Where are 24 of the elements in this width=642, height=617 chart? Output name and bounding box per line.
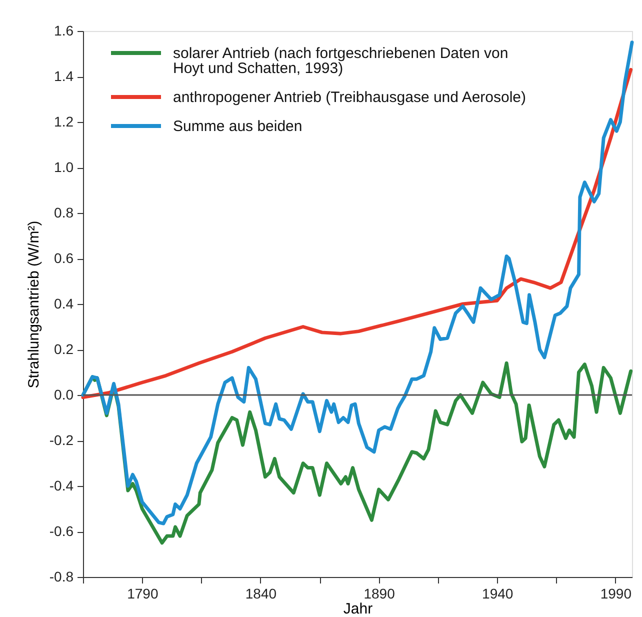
y-tick-label: -0.8 — [49, 568, 74, 584]
y-axis-title: Strahlungsantrieb (W/m²) — [25, 220, 42, 388]
y-tick-label: 0.6 — [54, 250, 74, 266]
x-tick-label: 1840 — [245, 586, 277, 602]
y-tick-label: 0.2 — [54, 341, 74, 357]
y-tick-label: 0.4 — [54, 296, 74, 312]
x-tick-label: 1990 — [600, 586, 632, 602]
x-axis-title: Jahr — [343, 600, 373, 617]
y-tick-label: 0.8 — [54, 204, 74, 220]
y-tick-label: 1.2 — [54, 114, 74, 130]
y-tick-label: 1.4 — [54, 68, 74, 84]
y-tick-label: 0.0 — [54, 386, 74, 402]
x-tick-label: 1790 — [127, 586, 158, 602]
y-tick-label: -0.4 — [49, 478, 74, 494]
x-tick-label: 1890 — [364, 586, 396, 602]
legend-label: solarer Antrieb (nach fortgeschriebenen Daten von Hoyt und Schatten, 1993) — [173, 45, 508, 77]
legend-label: anthropogener Antrieb (Treibhausgase und Aerosole) — [173, 89, 526, 106]
x-tick-label: 1940 — [482, 586, 514, 602]
legend-label: Summe aus beiden — [173, 118, 302, 135]
line-series — [81, 40, 634, 526]
y-tick-label: -0.2 — [49, 432, 74, 448]
y-tick-label: -0.6 — [49, 523, 74, 539]
y-tick-label: 1.6 — [54, 22, 74, 38]
y-tick-label: 1.0 — [54, 159, 74, 175]
